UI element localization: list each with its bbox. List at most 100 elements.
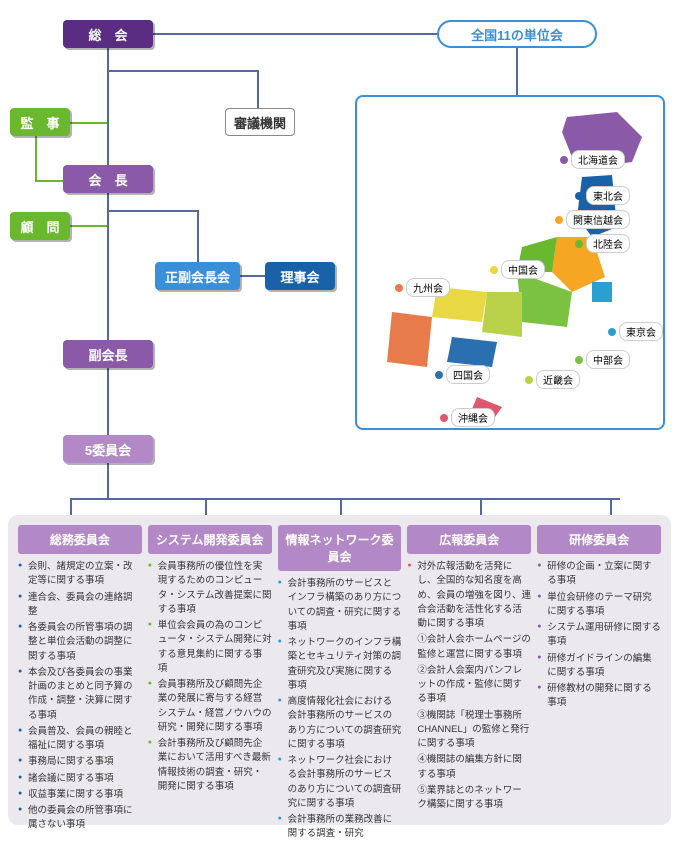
legend-label: 中部会 [586,350,630,369]
line-sokai-zenkoku [107,33,477,35]
committee-item: 研修教材の開発に関する事項 [537,682,661,711]
committee-item: 他の委員会の所管事項に属さない事項 [18,804,142,833]
line-5c-bus [70,498,620,500]
legend-item: 北海道会 [560,150,625,169]
legend-label: 近畿会 [536,370,580,389]
committee-item: 会計事務所の業務改善に関する調査・研究 [278,813,402,842]
legend-label: 北海道会 [571,150,625,169]
line-kanji-v [35,132,37,182]
committee-title: 情報ネットワーク委員会 [278,525,402,571]
legend-item: 中部会 [575,350,630,369]
committee-item: システム運用研修に関する事項 [537,621,661,650]
legend-item: 九州会 [395,278,450,297]
committee-item: 単位会研修のテーマ研究に関する事項 [537,591,661,620]
legend-dot [560,156,568,164]
committees-panel: 総務委員会会則、諸規定の立案・改定等に関する事項連合会、委員会の連絡調整各委員会… [8,515,671,825]
main-vertical-line [107,45,109,460]
legend-item: 関東信越会 [555,210,630,229]
committee-item: 会則、諸規定の立案・改定等に関する事項 [18,560,142,589]
committee-item: 研修ガイドラインの編集に関する事項 [537,652,661,681]
committee-item: 連合会、委員会の連絡調整 [18,591,142,620]
committee-item: 会計事務所のサービスとインフラ構築のあり方についての調査・研究に関する事項 [278,577,402,634]
node-seifuku: 正副会長会 [155,262,240,290]
region-kinki [482,292,522,337]
committee-numbered-item: ⑤業界誌とのネットワーク構築に関する事項 [407,784,531,813]
region-kyushu [387,312,432,367]
node-zenkoku: 全国11の単位会 [437,20,597,48]
line-seifuku-v [197,210,199,265]
legend-item: 東北会 [575,186,630,205]
committee-item: ネットワーク社会における会計事務所のサービスのあり方についての調査研究に関する事… [278,754,402,811]
line-5c-down [107,460,109,500]
legend-item: 四国会 [435,365,490,384]
legend-label: 関東信越会 [566,210,630,229]
node-komon: 顧 問 [10,212,70,240]
legend-dot [525,376,533,384]
legend-dot [575,240,583,248]
committee-item: 本会及び各委員会の事業計画のまとめと同予算の作成・調整・決算に関する事項 [18,666,142,723]
committee-item: ネットワークのインフラ構築とセキュリティ対策の調査研究及び実施に関する事項 [278,636,402,693]
committee-column: 研修委員会研修の企画・立案に関する事項単位会研修のテーマ研究に関する事項システム… [537,525,661,815]
legend-item: 東京会 [608,322,663,341]
node-kanji: 監 事 [10,108,70,136]
node-kaicho: 会 長 [63,165,153,193]
node-shingi: 審議機関 [225,108,295,136]
committee-item: 会計事務所及び顧問先企業において活用すべき最新情報技術の調査・研究・開発に関する… [148,737,272,794]
legend-item: 中国会 [490,260,545,279]
legend-item: 北陸会 [575,234,630,253]
region-shikoku [447,337,497,367]
node-sokai: 総 会 [63,20,153,48]
committee-numbered-item: ①会計人会ホームページの監修と運営に関する事項 [407,633,531,662]
line-zenkoku-map [516,45,518,95]
committee-item: 高度情報化社会における会計事務所のサービスのあり方についての調査研究に関する事項 [278,695,402,752]
line-kaicho-down-h [107,210,197,212]
committee-item: 対外広報活動を活発にし、全国的な知名度を高め、会員の増強を図り、連合会活動を活性… [407,560,531,631]
committee-title: 研修委員会 [537,525,661,554]
committee-item: 単位会会員の為のコンピュータ・システム開発に対する意見集約に関する事項 [148,619,272,676]
committee-list: 対外広報活動を活発にし、全国的な知名度を高め、会員の増強を図り、連合会活動を活性… [407,560,531,812]
committee-item: 会員普及、会員の親睦と福祉に関する事項 [18,725,142,754]
committee-item: 諸会議に関する事項 [18,772,142,786]
legend-dot [395,284,403,292]
legend-dot [440,414,448,422]
legend-label: 東京会 [619,322,663,341]
line-shingi-v [257,70,259,110]
legend-dot [555,216,563,224]
committee-numbered-item: ④機関誌の編集方針に関する事項 [407,753,531,782]
committee-item: 研修の企画・立案に関する事項 [537,560,661,589]
legend-label: 東北会 [586,186,630,205]
committee-title: 広報委員会 [407,525,531,554]
node-fukukaicho: 副会長 [63,340,153,368]
committee-list: 研修の企画・立案に関する事項単位会研修のテーマ研究に関する事項システム運用研修に… [537,560,661,711]
legend-label: 沖縄会 [451,408,495,427]
legend-dot [575,192,583,200]
committee-list: 会則、諸規定の立案・改定等に関する事項連合会、委員会の連絡調整各委員会の所管事項… [18,560,142,833]
legend-label: 四国会 [446,365,490,384]
org-chart-canvas: 総 会 全国11の単位会 監 事 審議機関 会 長 顧 問 正副会長会 理事会 … [0,0,679,832]
legend-dot [490,266,498,274]
committee-numbered-item: ②会計人会案内パンフレットの作成・監修に関する事項 [407,664,531,707]
committee-numbered-item: ③機関誌「税理士事務所CHANNEL」の監修と発行に関する事項 [407,709,531,752]
committee-item: 事務局に関する事項 [18,755,142,769]
committee-title: 総務委員会 [18,525,142,554]
committee-item: 会員事務所及び顧問先企業の発展に寄与する経営システム・経営ノウハウの研究・開発に… [148,678,272,735]
committee-title: システム開発委員会 [148,525,272,554]
legend-label: 中国会 [501,260,545,279]
node-5iinkai: 5委員会 [63,435,153,463]
committee-column: 総務委員会会則、諸規定の立案・改定等に関する事項連合会、委員会の連絡調整各委員会… [18,525,142,815]
node-rijikai: 理事会 [265,262,335,290]
legend-item: 近畿会 [525,370,580,389]
committee-list: 会計事務所のサービスとインフラ構築のあり方についての調査・研究に関する事項ネット… [278,577,402,842]
committee-item: 収益事業に関する事項 [18,788,142,802]
line-sokai-shingi-h [107,70,257,72]
committee-item: 各委員会の所管事項の調整と単位会活動の調整に関する事項 [18,621,142,664]
legend-label: 九州会 [406,278,450,297]
committee-column: 広報委員会対外広報活動を活発にし、全国的な知名度を高め、会員の増強を図り、連合会… [407,525,531,815]
legend-dot [608,328,616,336]
region-tokyo [592,282,612,302]
committee-list: 会員事務所の優位性を実現するためのコンピュータ・システム改善提案に関する事項単位… [148,560,272,794]
legend-dot [435,371,443,379]
legend-dot [575,356,583,364]
committee-column: 情報ネットワーク委員会会計事務所のサービスとインフラ構築のあり方についての調査・… [278,525,402,815]
legend-label: 北陸会 [586,234,630,253]
